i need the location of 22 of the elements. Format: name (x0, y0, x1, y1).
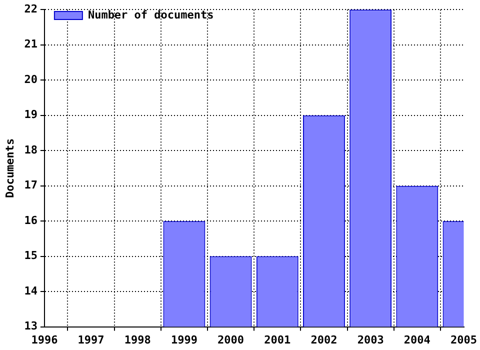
x-tick-label: 2000 (218, 333, 244, 346)
y-tick-label: 20 (24, 72, 38, 86)
x-tick-label: 1996 (31, 333, 58, 346)
legend-label: Number of documents (88, 8, 214, 22)
y-axis-title: Documents (3, 138, 16, 198)
y-tick-label: 21 (24, 38, 38, 51)
x-tick-label: 2003 (357, 333, 384, 346)
y-tick-label: 18 (24, 143, 38, 156)
y-tick-label: 22 (24, 2, 38, 16)
y-tick-label: 15 (24, 249, 38, 262)
x-tick-label: 1999 (170, 333, 198, 346)
x-tick-label: 1998 (124, 333, 151, 346)
x-tick-label: 2001 (264, 333, 292, 346)
y-tick-label: 16 (24, 214, 38, 227)
x-tick-label: 1997 (78, 333, 104, 346)
y-tick-label: 13 (24, 320, 38, 333)
y-tick-label: 19 (24, 108, 38, 122)
x-tick-label: 2005 (450, 333, 478, 346)
y-tick-label: 17 (24, 178, 38, 192)
x-tick-label: 2002 (310, 333, 338, 346)
x-tick-label: 2004 (404, 333, 431, 346)
y-tick-label: 14 (24, 284, 38, 298)
